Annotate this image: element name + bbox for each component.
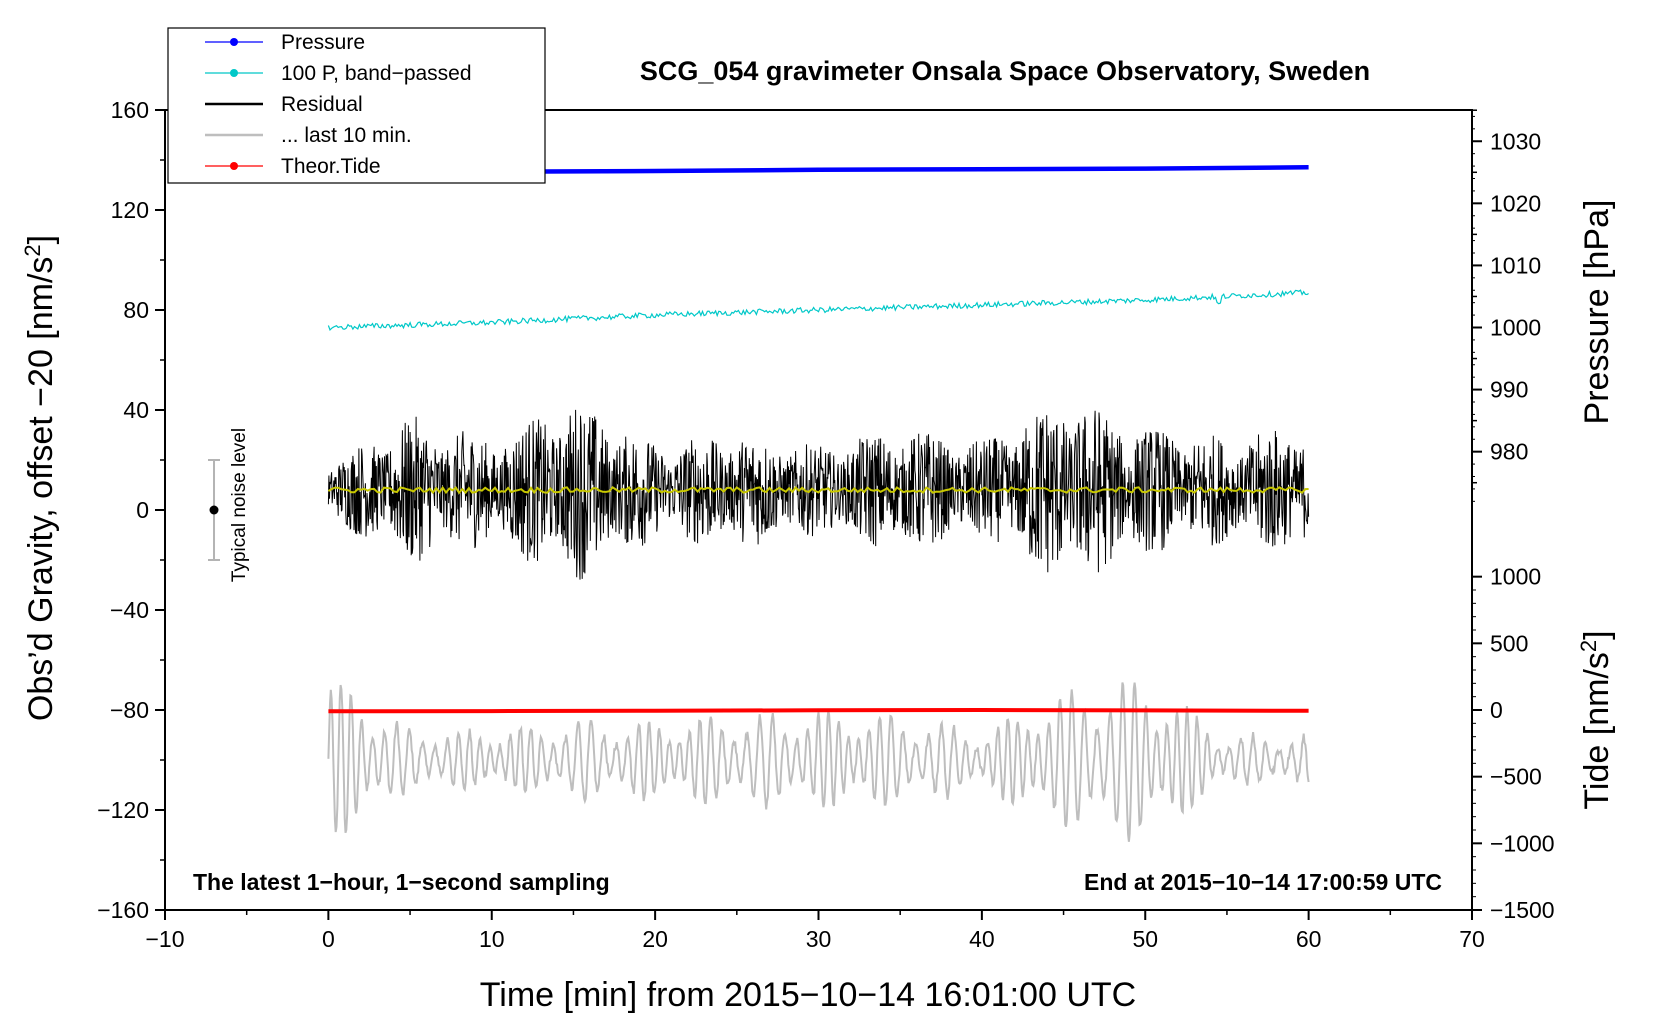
annotation-end-time: End at 2015−10−14 17:00:59 UTC xyxy=(1084,869,1442,895)
noise-level-indicator xyxy=(208,459,221,561)
legend-marker xyxy=(230,38,238,46)
y-tick-label: −40 xyxy=(110,597,149,623)
x-tick-label: 20 xyxy=(642,926,668,952)
y-axis-title-tide-superscript: 2 xyxy=(1576,640,1601,652)
tide-tick-label: 0 xyxy=(1490,697,1503,723)
legend-label: Theor.Tide xyxy=(281,155,381,178)
x-tick-label: 30 xyxy=(806,926,832,952)
y-tick-label: −120 xyxy=(97,797,149,823)
legend-box xyxy=(167,27,546,184)
series-group xyxy=(327,165,1310,842)
tide-tick-label: −500 xyxy=(1490,764,1542,790)
x-tick-label: 10 xyxy=(479,926,505,952)
annotation-sampling: The latest 1−hour, 1−second sampling xyxy=(193,869,610,895)
legend-label: ... last 10 min. xyxy=(281,124,412,147)
pressure-tick-label: 1000 xyxy=(1490,315,1541,341)
tide-tick-label: 1000 xyxy=(1490,564,1541,590)
x-tick-label: 70 xyxy=(1459,926,1485,952)
legend-marker xyxy=(230,162,238,170)
chart-title: SCG_054 gravimeter Onsala Space Observat… xyxy=(640,56,1370,86)
y-axis-title-left-bracket: ] xyxy=(22,235,60,244)
legend-label: Pressure xyxy=(281,31,365,54)
y-axis-title-tide-bracket: ] xyxy=(1578,630,1616,639)
y-tick-label: −160 xyxy=(97,897,149,923)
y-tick-label: 40 xyxy=(123,397,149,423)
y-tick-label: 160 xyxy=(111,97,149,123)
y-axis-title-pressure: Pressure [hPa] xyxy=(1578,200,1616,425)
pressure-tick-label: 1030 xyxy=(1490,128,1541,154)
y-axis-title-tide-main: Tide [nm/s xyxy=(1578,652,1616,809)
axes-group: −10 0 10 20 30 40 50 60 70−160−120−80−4004080120… xyxy=(97,97,1554,952)
series-residual xyxy=(327,409,1310,580)
noise-level-label: Typical noise level xyxy=(229,428,250,582)
pressure-tick-label: 1010 xyxy=(1490,252,1541,278)
series-100p-band-passed xyxy=(327,289,1309,331)
series-theor-tide xyxy=(328,707,1309,714)
y-tick-label: 80 xyxy=(123,297,149,323)
y-tick-label: 120 xyxy=(111,197,149,223)
pressure-tick-label: 990 xyxy=(1490,377,1528,403)
legend-label: 100 P, band−passed xyxy=(281,62,472,85)
x-tick-label: 50 xyxy=(1132,926,1158,952)
y-axis-title-left-main: Obs’d Gravity, offset −20 [nm/s xyxy=(22,257,60,722)
x-tick-label: 60 xyxy=(1296,926,1322,952)
legend: Pressure 100 P, band−passed Residual ... la… xyxy=(167,27,546,184)
tide-tick-label: −1000 xyxy=(1490,830,1555,856)
legend-marker xyxy=(230,69,238,77)
y-axis-title-left-superscript: 2 xyxy=(20,244,45,256)
tide-tick-label: 500 xyxy=(1490,630,1528,656)
pressure-tick-label: 980 xyxy=(1490,439,1528,465)
y-tick-label: −80 xyxy=(110,697,149,723)
noise-bar-point xyxy=(209,505,219,515)
x-tick-label: 40 xyxy=(969,926,995,952)
x-tick-label: 0 xyxy=(322,926,335,952)
x-axis-title: Time [min] from 2015−10−14 16:01:00 UTC xyxy=(480,976,1136,1014)
y-tick-label: 0 xyxy=(136,497,149,523)
series-residual-smoothed xyxy=(327,485,1309,495)
x-tick-label: −10 xyxy=(145,926,184,952)
y-axis-title-tide: Tide [nm/s2] xyxy=(1576,630,1616,809)
y-axis-title-left: Obs’d Gravity, offset −20 [nm/s2] xyxy=(20,235,60,721)
series-last-10-min xyxy=(327,682,1310,842)
legend-label: Residual xyxy=(281,93,363,116)
pressure-tick-label: 1020 xyxy=(1490,190,1541,216)
tide-tick-label: −1500 xyxy=(1490,897,1555,923)
